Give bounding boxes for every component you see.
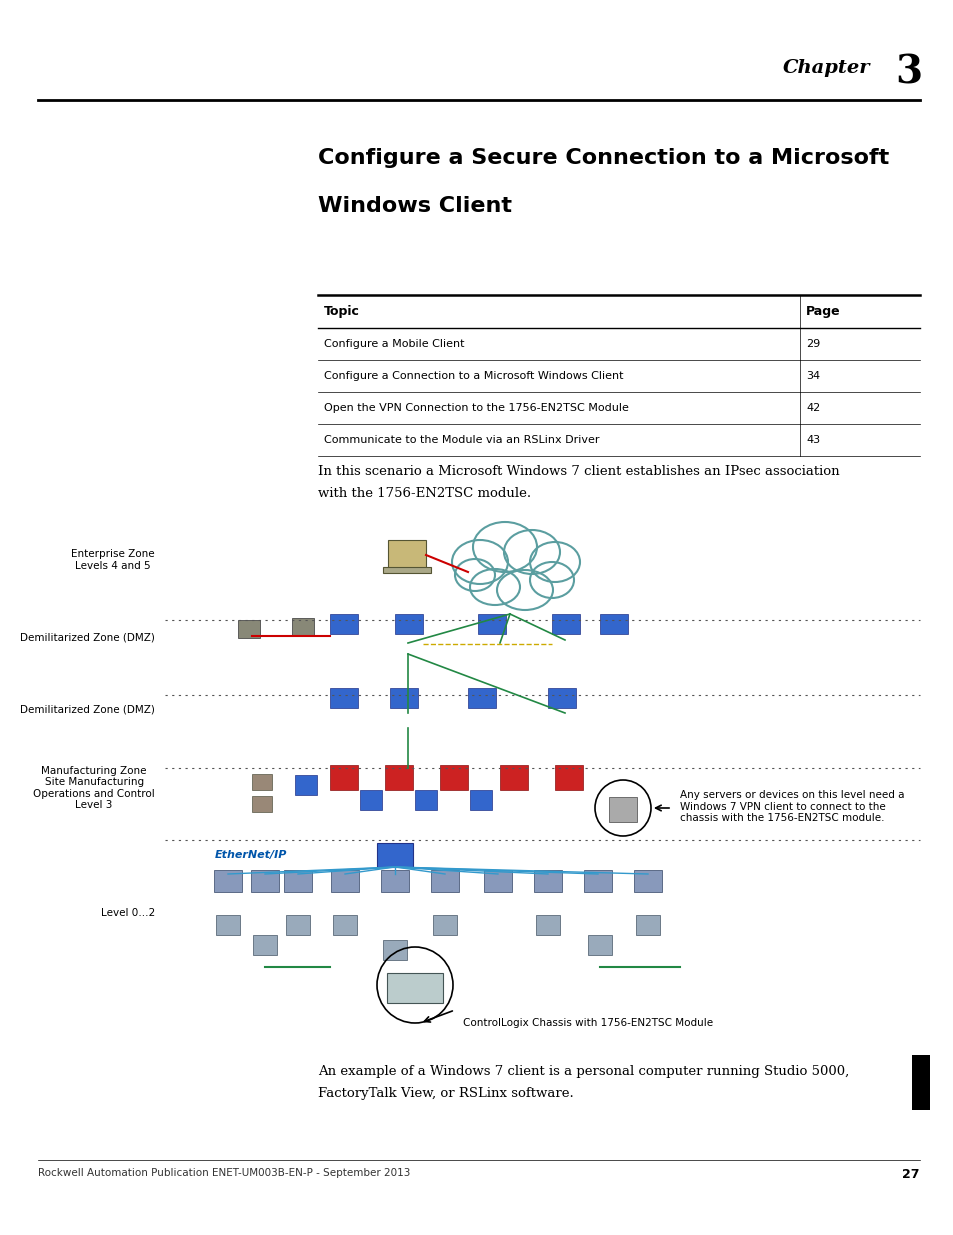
Text: with the 1756-EN2TSC module.: with the 1756-EN2TSC module.	[317, 487, 531, 500]
Bar	[376, 844, 413, 867]
Bar	[547, 688, 576, 708]
Bar	[911, 1055, 929, 1110]
Bar	[294, 776, 316, 795]
Bar	[286, 915, 310, 935]
Text: EtherNet/IP: EtherNet/IP	[214, 850, 287, 860]
Text: An example of a Windows 7 client is a personal computer running Studio 5000,: An example of a Windows 7 client is a pe…	[317, 1065, 848, 1078]
Bar	[380, 869, 409, 892]
Text: Page: Page	[805, 305, 840, 317]
Text: 27: 27	[902, 1168, 919, 1181]
Bar	[213, 869, 242, 892]
Text: Communicate to the Module via an RSLinx Driver: Communicate to the Module via an RSLinx …	[324, 435, 598, 445]
Bar	[415, 790, 436, 810]
Bar	[252, 774, 272, 790]
Text: ControlLogix Chassis with 1756-EN2TSC Module: ControlLogix Chassis with 1756-EN2TSC Mo…	[462, 1018, 713, 1028]
Bar	[330, 614, 357, 634]
Text: Topic: Topic	[324, 305, 359, 317]
Bar	[395, 614, 422, 634]
Text: Configure a Connection to a Microsoft Windows Client: Configure a Connection to a Microsoft Wi…	[324, 370, 623, 382]
Text: 29: 29	[805, 338, 820, 350]
Bar	[331, 869, 358, 892]
Bar	[215, 915, 240, 935]
Bar	[284, 869, 312, 892]
Bar	[385, 764, 413, 790]
Bar	[431, 869, 458, 892]
Bar	[552, 614, 579, 634]
Text: Demilitarized Zone (DMZ): Demilitarized Zone (DMZ)	[20, 705, 154, 715]
Text: Enterprise Zone
Levels 4 and 5: Enterprise Zone Levels 4 and 5	[71, 550, 154, 571]
Bar	[634, 869, 661, 892]
Text: Configure a Secure Connection to a Microsoft: Configure a Secure Connection to a Micro…	[317, 148, 888, 168]
Bar	[252, 797, 272, 811]
Bar	[330, 688, 357, 708]
Bar	[636, 915, 659, 935]
Bar	[251, 869, 278, 892]
Text: Any servers or devices on this level need a
Windows 7 VPN client to connect to t: Any servers or devices on this level nee…	[679, 790, 903, 824]
Bar	[253, 935, 276, 955]
Text: In this scenario a Microsoft Windows 7 client establishes an IPsec association: In this scenario a Microsoft Windows 7 c…	[317, 466, 839, 478]
Text: Manufacturing Zone
Site Manufacturing
Operations and Control
Level 3: Manufacturing Zone Site Manufacturing Op…	[33, 766, 154, 810]
Bar	[382, 567, 431, 573]
Bar	[468, 688, 496, 708]
Bar	[330, 764, 357, 790]
Bar	[583, 869, 612, 892]
Text: Windows Client: Windows Client	[317, 196, 512, 216]
Bar	[483, 869, 512, 892]
Bar	[536, 915, 559, 935]
Text: Configure a Mobile Client: Configure a Mobile Client	[324, 338, 464, 350]
Bar	[388, 540, 426, 568]
Bar	[587, 935, 612, 955]
Text: Open the VPN Connection to the 1756-EN2TSC Module: Open the VPN Connection to the 1756-EN2T…	[324, 403, 628, 412]
Text: 34: 34	[805, 370, 820, 382]
Bar	[237, 620, 260, 638]
Bar	[292, 618, 314, 636]
Text: Demilitarized Zone (DMZ): Demilitarized Zone (DMZ)	[20, 632, 154, 642]
Text: Level 0…2: Level 0…2	[101, 908, 154, 918]
Bar	[433, 915, 456, 935]
Bar	[555, 764, 582, 790]
Bar	[599, 614, 627, 634]
Bar	[359, 790, 381, 810]
Bar	[534, 869, 561, 892]
Bar	[390, 688, 417, 708]
Text: 42: 42	[805, 403, 820, 412]
Text: Rockwell Automation Publication ENET-UM003B-EN-P - September 2013: Rockwell Automation Publication ENET-UM0…	[38, 1168, 410, 1178]
Bar	[470, 790, 492, 810]
Text: 43: 43	[805, 435, 820, 445]
Bar	[387, 973, 442, 1003]
Bar	[608, 797, 637, 823]
Bar	[382, 940, 407, 960]
Bar	[477, 614, 505, 634]
Bar	[439, 764, 468, 790]
Text: FactoryTalk View, or RSLinx software.: FactoryTalk View, or RSLinx software.	[317, 1087, 573, 1100]
Text: Chapter: Chapter	[781, 59, 869, 77]
Text: 3: 3	[894, 53, 922, 91]
Bar	[499, 764, 527, 790]
Bar	[333, 915, 356, 935]
